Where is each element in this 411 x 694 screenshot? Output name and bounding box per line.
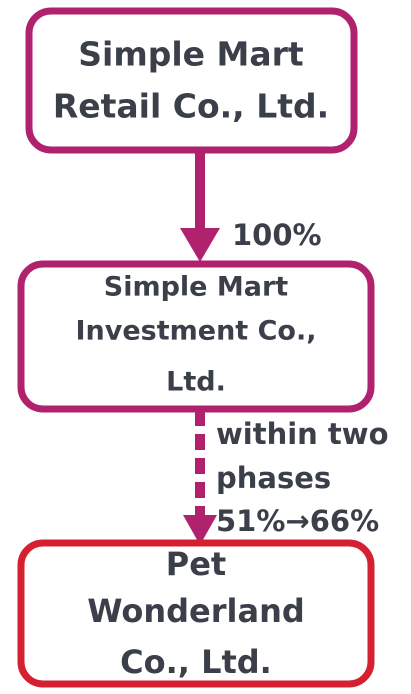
node-box [17, 260, 375, 413]
edge-label: within two [216, 417, 389, 451]
node-label: Co., Ltd. [120, 643, 272, 681]
arrowhead [180, 228, 220, 262]
node-label: Retail Co., Ltd. [53, 87, 329, 126]
edge-label: 51%→66% [216, 504, 379, 538]
arrowhead [183, 515, 217, 545]
node-box [25, 7, 358, 154]
node-box [17, 539, 375, 688]
node-label: Investment Co., [75, 316, 316, 347]
node-label: Simple Mart [104, 272, 289, 303]
node-label: Simple Mart [78, 35, 304, 74]
node-label: Pet [166, 545, 226, 583]
node-label: Wonderland [87, 592, 305, 630]
node-label: Ltd. [166, 367, 226, 398]
edge-label: phases [216, 461, 331, 495]
edge-label: 100% [232, 218, 322, 252]
